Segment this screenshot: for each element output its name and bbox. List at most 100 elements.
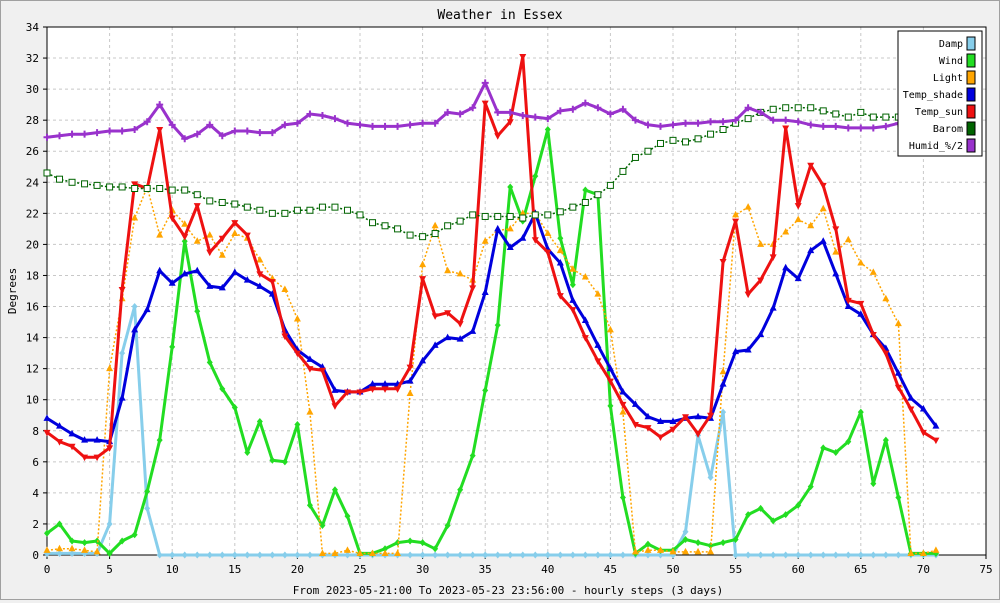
data-point-wind [44, 529, 50, 537]
data-point-wind [770, 517, 777, 525]
data-point-damp [582, 551, 589, 559]
data-point-humid-2 [181, 135, 189, 143]
legend: Damp Wind Light Temp_shade Temp_sun Barom Humi… [897, 30, 983, 157]
data-point-humid-2 [494, 108, 502, 116]
data-point-damp [206, 551, 213, 559]
data-point-temp-shade [143, 305, 151, 313]
data-point-temp-shade [68, 429, 76, 437]
data-point-light [732, 210, 740, 218]
data-point-light [669, 547, 677, 555]
y-tick-label: 12 [26, 363, 39, 376]
data-point-temp-shade [669, 417, 677, 424]
data-point-light [231, 229, 239, 237]
data-point-damp [407, 551, 414, 559]
data-point-barom [281, 209, 289, 217]
data-point-humid-2 [569, 105, 577, 113]
data-point-humid-2 [419, 119, 427, 127]
data-point-wind [720, 539, 727, 547]
data-point-wind [131, 531, 138, 539]
data-point-temp-shade [419, 356, 427, 364]
data-point-wind [194, 307, 201, 315]
data-point-humid-2 [832, 122, 840, 130]
data-point-humid-2 [369, 122, 377, 130]
data-point-barom [43, 169, 51, 177]
data-point-humid-2 [356, 121, 364, 129]
data-point-humid-2 [656, 122, 664, 130]
data-point-temp-shade [569, 296, 577, 303]
data-point-damp [507, 551, 514, 559]
data-point-wind [845, 438, 852, 446]
data-point-temp-shade [231, 268, 239, 275]
data-point-barom [193, 191, 201, 199]
data-point-light [556, 246, 564, 254]
data-point-wind [269, 456, 276, 464]
data-point-light [68, 544, 76, 552]
data-point-damp [194, 551, 201, 559]
data-point-wind [582, 186, 589, 194]
legend-label: Light [933, 73, 963, 84]
data-point-wind [832, 449, 839, 457]
data-point-humid-2 [581, 99, 589, 107]
data-point-humid-2 [394, 122, 402, 130]
data-point-barom [594, 191, 602, 199]
data-point-temp-sun [894, 384, 902, 392]
data-point-temp-shade [43, 414, 51, 421]
x-axis-label: From 2023-05-21:00 To 2023-05-23 23:56:0… [293, 584, 723, 597]
data-point-damp [807, 551, 814, 559]
data-point-damp [469, 551, 476, 559]
x-tick-label: 0 [44, 563, 51, 576]
data-point-barom [669, 136, 677, 144]
y-tick-label: 30 [26, 83, 39, 96]
data-point-barom [481, 212, 489, 220]
data-point-barom [619, 167, 627, 175]
data-point-damp [281, 551, 288, 559]
data-point-wind [331, 486, 338, 494]
data-point-damp [707, 473, 714, 481]
data-point-temp-sun [519, 54, 527, 61]
data-point-humid-2 [782, 116, 790, 124]
data-point-light [857, 259, 865, 266]
series-temp-sun [43, 54, 940, 462]
data-point-light [356, 549, 364, 556]
data-point-barom [369, 219, 377, 227]
data-point-humid-2 [631, 116, 639, 124]
data-point-wind [494, 321, 501, 329]
data-point-temp-sun [231, 220, 239, 227]
data-point-light [707, 547, 715, 555]
data-point-temp-sun [406, 364, 414, 372]
data-point-humid-2 [81, 130, 89, 138]
data-point-temp-shade [256, 282, 264, 289]
data-point-humid-2 [343, 119, 351, 127]
data-point-temp-sun [682, 414, 690, 421]
data-point-temp-sun [694, 431, 702, 438]
data-point-barom [394, 225, 402, 233]
x-tick-label: 20 [291, 563, 304, 576]
legend-swatch [966, 70, 976, 85]
data-point-temp-sun [469, 285, 477, 292]
data-point-damp [832, 551, 839, 559]
data-point-barom [682, 138, 690, 146]
data-point-temp-shade [819, 237, 827, 244]
legend-swatch [966, 87, 976, 102]
data-point-humid-2 [744, 104, 752, 112]
data-point-humid-2 [318, 112, 326, 120]
y-tick-label: 10 [26, 394, 39, 407]
data-point-temp-shade [694, 412, 702, 420]
data-point-temp-shade [832, 269, 840, 277]
data-point-wind [807, 483, 814, 491]
y-tick-label: 26 [26, 145, 39, 158]
data-point-temp-sun [669, 426, 677, 434]
data-point-damp [444, 551, 451, 559]
data-point-light [932, 546, 940, 553]
data-point-temp-sun [857, 300, 865, 308]
data-point-barom [769, 105, 777, 113]
data-point-light [644, 546, 652, 553]
data-point-temp-sun [156, 126, 164, 134]
data-point-temp-shade [206, 282, 214, 289]
data-point-light [431, 221, 439, 229]
data-point-temp-shade [181, 269, 189, 277]
data-point-temp-sun [882, 350, 890, 358]
